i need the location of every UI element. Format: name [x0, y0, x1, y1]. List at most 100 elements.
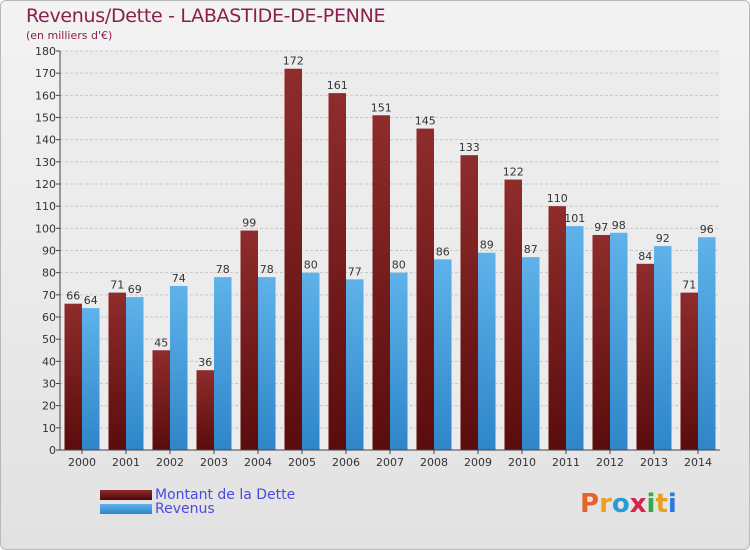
data-label-dette-2011: 110 [547, 192, 568, 205]
data-label-revenus-2008: 86 [436, 245, 450, 258]
y-tick-label: 150 [35, 112, 56, 125]
x-tick-label: 2000 [68, 456, 96, 469]
logo-letter: P [580, 489, 600, 519]
chart-subtitle: (en milliers d'€) [26, 29, 113, 42]
bar-revenus-2000 [82, 308, 100, 450]
x-tick-label: 2009 [464, 456, 492, 469]
data-label-revenus-2012: 98 [612, 219, 626, 232]
x-tick-label: 2003 [200, 456, 228, 469]
data-label-dette-2000: 66 [66, 290, 80, 303]
logo-letter: t [655, 489, 668, 519]
y-tick-label: 80 [42, 267, 56, 280]
logo-letter: o [611, 489, 630, 519]
x-tick-label: 2014 [684, 456, 712, 469]
bar-revenus-2013 [654, 246, 672, 450]
data-label-revenus-2001: 69 [128, 283, 142, 296]
y-tick-label: 130 [35, 156, 56, 169]
data-label-dette-2014: 71 [682, 279, 696, 292]
bar-revenus-2008 [434, 259, 452, 450]
y-tick-label: 60 [42, 311, 56, 324]
data-label-revenus-2002: 74 [172, 272, 186, 285]
data-label-dette-2002: 45 [154, 336, 168, 349]
bar-revenus-2001 [126, 297, 144, 450]
bar-revenus-2011 [566, 226, 584, 450]
x-tick-label: 2011 [552, 456, 580, 469]
logo-letter: x [629, 489, 647, 519]
logo-letter: r [599, 489, 612, 519]
y-tick-label: 0 [49, 444, 56, 457]
bar-revenus-2005 [302, 272, 320, 450]
y-tick-label: 30 [42, 378, 56, 391]
bar-dette-2001 [108, 292, 126, 450]
data-label-revenus-2000: 64 [84, 294, 98, 307]
data-label-revenus-2011: 101 [564, 212, 585, 225]
bar-dette-2013 [636, 263, 654, 450]
legend-label-revenus: Revenus [155, 501, 215, 517]
bar-revenus-2006 [346, 279, 364, 450]
data-label-dette-2009: 133 [459, 141, 480, 154]
x-tick-label: 2012 [596, 456, 624, 469]
x-tick-label: 2013 [640, 456, 668, 469]
data-label-dette-2010: 122 [503, 166, 524, 179]
data-label-dette-2008: 145 [415, 115, 436, 128]
bar-dette-2000 [64, 303, 82, 450]
x-tick-label: 2008 [420, 456, 448, 469]
x-tick-label: 2005 [288, 456, 316, 469]
bar-revenus-2002 [170, 285, 188, 450]
data-label-dette-2012: 97 [594, 221, 608, 234]
x-tick-label: 2002 [156, 456, 184, 469]
data-label-revenus-2004: 78 [260, 263, 274, 276]
data-label-revenus-2003: 78 [216, 263, 230, 276]
x-tick-label: 2007 [376, 456, 404, 469]
data-label-revenus-2007: 80 [392, 259, 406, 272]
bar-dette-2004 [240, 230, 258, 450]
y-tick-label: 110 [35, 200, 56, 213]
y-tick-label: 70 [42, 289, 56, 302]
bar-dette-2003 [196, 370, 214, 450]
data-label-dette-2013: 84 [638, 250, 652, 263]
y-tick-label: 170 [35, 67, 56, 80]
bar-dette-2011 [548, 206, 566, 450]
bar-revenus-2004 [258, 277, 276, 450]
y-tick-label: 10 [42, 422, 56, 435]
y-tick-label: 120 [35, 178, 56, 191]
data-label-revenus-2014: 96 [700, 223, 714, 236]
data-label-revenus-2005: 80 [304, 259, 318, 272]
data-label-dette-2003: 36 [198, 356, 212, 369]
legend-swatch-debt [100, 490, 152, 500]
y-tick-label: 50 [42, 333, 56, 346]
bar-revenus-2014 [698, 237, 716, 450]
bar-revenus-2012 [610, 232, 628, 450]
x-tick-label: 2006 [332, 456, 360, 469]
data-label-dette-2006: 161 [327, 79, 348, 92]
proxiti-logo: Proxiti [580, 489, 677, 519]
data-label-revenus-2013: 92 [656, 232, 670, 245]
bar-dette-2007 [372, 115, 390, 451]
data-label-dette-2001: 71 [110, 279, 124, 292]
chart-title: Revenus/Dette - LABASTIDE-DE-PENNE [26, 5, 386, 27]
bar-revenus-2003 [214, 277, 232, 450]
data-label-revenus-2010: 87 [524, 243, 538, 256]
bar-dette-2002 [152, 350, 170, 450]
y-tick-label: 90 [42, 245, 56, 258]
bar-revenus-2009 [478, 252, 496, 450]
bar-dette-2012 [592, 234, 610, 450]
bar-dette-2005 [284, 68, 302, 450]
x-tick-label: 2010 [508, 456, 536, 469]
legend-label-debt: Montant de la Dette [155, 487, 296, 503]
legend-swatch-revenus [100, 504, 152, 514]
bar-dette-2008 [416, 128, 434, 451]
bar-revenus-2007 [390, 272, 408, 450]
data-label-revenus-2009: 89 [480, 239, 494, 252]
y-tick-label: 140 [35, 134, 56, 147]
bar-dette-2014 [680, 292, 698, 450]
logo-letter: i [646, 489, 656, 519]
bar-dette-2006 [328, 93, 346, 450]
logo-letter: i [667, 489, 677, 519]
data-label-dette-2004: 99 [242, 217, 256, 230]
data-label-dette-2005: 172 [283, 55, 304, 68]
y-tick-label: 160 [35, 89, 56, 102]
data-label-dette-2007: 151 [371, 101, 392, 114]
y-tick-label: 100 [35, 222, 56, 235]
